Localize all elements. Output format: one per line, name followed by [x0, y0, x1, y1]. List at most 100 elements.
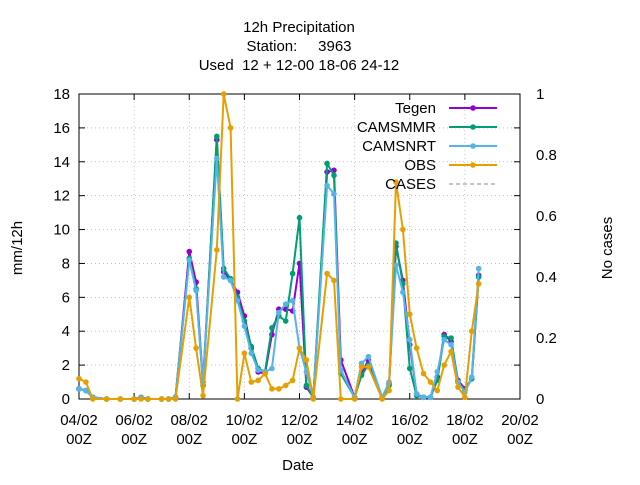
data-point-camsmmr	[406, 365, 413, 372]
data-point-obs	[158, 396, 165, 402]
data-point-obs	[475, 280, 482, 287]
data-point-camsmmr	[296, 214, 303, 221]
data-point-obs	[83, 379, 89, 385]
data-point-obs	[234, 396, 241, 402]
data-point-camsnrt	[420, 394, 427, 401]
legend-marker-camsnrt	[470, 143, 476, 149]
data-point-camsnrt	[448, 341, 454, 348]
y-tick-label: 18	[53, 86, 70, 103]
x-tick-label-date: 12/02	[281, 412, 319, 429]
y-tick-label: 12	[53, 188, 70, 205]
data-point-camsnrt	[227, 277, 234, 284]
y-tick-label: 10	[53, 222, 70, 239]
data-point-obs	[214, 247, 220, 253]
data-point-camsnrt	[475, 265, 482, 272]
data-point-camsmmr	[324, 160, 330, 167]
data-point-obs	[351, 396, 358, 402]
chart-title-line-2: Station: 3963	[246, 38, 351, 55]
data-point-camsmmr	[331, 172, 337, 179]
data-point-obs	[269, 386, 275, 392]
data-point-obs	[193, 345, 199, 351]
x-tick-label-date: 16/02	[391, 412, 429, 429]
data-point-obs	[282, 382, 289, 389]
data-point-camsmmr	[303, 382, 310, 389]
data-point-obs	[434, 387, 441, 394]
data-point-camsnrt	[289, 297, 296, 304]
chart-title-line-1: 12h Precipitation	[243, 19, 355, 36]
data-point-obs	[303, 357, 310, 363]
data-point-obs	[262, 370, 268, 377]
series-lines	[76, 91, 482, 402]
x-tick-label-hour: 00Z	[342, 431, 368, 448]
data-point-obs	[76, 375, 82, 382]
data-point-camsnrt	[468, 374, 475, 380]
data-point-obs	[365, 364, 372, 370]
legend-marker-obs	[470, 162, 476, 168]
x-tick-label-hour: 00Z	[66, 431, 92, 448]
data-point-camsnrt	[276, 309, 282, 316]
data-point-obs	[165, 396, 172, 402]
data-point-camsnrt	[331, 191, 337, 197]
data-point-camsnrt	[76, 386, 82, 392]
y-tick-label: 0	[62, 391, 70, 408]
y-tick-label: 16	[53, 120, 70, 137]
data-point-camsnrt	[282, 301, 289, 307]
data-point-camsmmr	[289, 270, 296, 277]
data-point-obs	[441, 362, 448, 368]
x-tick-label-date: 06/02	[115, 412, 153, 429]
y2-tick-label: 0.4	[536, 269, 557, 286]
y-axis-label: mm/12h	[9, 221, 26, 275]
y-tick-label: 6	[62, 289, 70, 306]
axes	[78, 93, 521, 400]
x-tick-label-date: 14/02	[336, 412, 374, 429]
data-point-obs	[145, 396, 151, 402]
data-point-camsmmr	[214, 133, 220, 140]
data-point-camsnrt	[393, 262, 399, 268]
data-point-obs	[400, 226, 406, 233]
data-point-obs	[227, 125, 234, 131]
data-point-camsnrt	[83, 387, 89, 394]
x-tick-label-date: 08/02	[170, 412, 208, 429]
data-point-obs	[289, 377, 296, 384]
y-tick-label: 2	[62, 357, 70, 374]
x-tick-label-date: 20/02	[501, 412, 539, 429]
data-point-camsnrt	[324, 182, 330, 189]
data-point-obs	[103, 396, 110, 402]
data-point-obs	[455, 384, 461, 390]
series-line-camsnrt	[78, 157, 480, 400]
data-point-obs	[420, 370, 427, 377]
data-point-obs	[89, 396, 96, 402]
legend-marker-tegen	[470, 105, 476, 111]
data-point-obs	[468, 328, 475, 335]
x-tick-label-date: 04/02	[60, 412, 98, 429]
x-tick-label-hour: 00Z	[176, 431, 202, 448]
data-point-obs	[241, 350, 248, 357]
chart-title-line-3: Used 12 + 12-00 18-06 24-12	[199, 57, 400, 74]
data-point-camsnrt	[365, 353, 372, 360]
x-tick-label-hour: 00Z	[287, 431, 313, 448]
data-point-obs	[186, 294, 193, 301]
data-point-camsmmr	[448, 335, 454, 341]
legend-marker-camsmmr	[470, 124, 476, 130]
legend-label-cases: CASES	[385, 176, 436, 193]
data-point-camsnrt	[441, 336, 448, 343]
data-point-camsnrt	[186, 257, 193, 263]
data-point-camsnrt	[234, 297, 241, 304]
data-point-obs	[172, 396, 179, 402]
data-point-obs	[131, 396, 137, 402]
x-tick-label-hour: 00Z	[121, 431, 147, 448]
data-point-obs	[379, 396, 385, 402]
data-point-camsnrt	[255, 367, 261, 373]
data-point-camsnrt	[193, 287, 199, 294]
data-point-camsnrt	[248, 350, 255, 357]
legend-label-obs: OBS	[404, 157, 436, 174]
data-point-camsmmr	[269, 325, 275, 331]
legend-label-camsnrt: CAMSNRT	[362, 138, 436, 155]
data-point-camsnrt	[406, 336, 413, 343]
x-axis-label: Date	[282, 457, 314, 474]
data-point-obs	[406, 311, 413, 318]
x-tick-label-hour: 00Z	[507, 431, 533, 448]
x-tick-label-hour: 00Z	[231, 431, 257, 448]
